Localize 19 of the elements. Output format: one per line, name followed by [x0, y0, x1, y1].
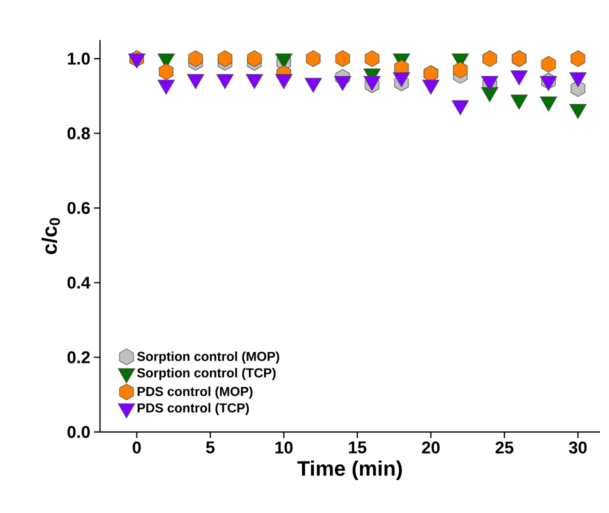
- y-tick-label: 1.0: [68, 52, 90, 65]
- legend-label: Sorption control (TCP): [137, 368, 276, 380]
- y-tick-label: 0.2: [68, 351, 90, 364]
- x-axis-title: Time (min): [297, 460, 402, 480]
- x-tick-label: 20: [422, 442, 440, 454]
- x-tick-label: 15: [348, 442, 366, 454]
- x-tick-label: 0: [132, 442, 141, 454]
- legend-label: PDS control (MOP): [138, 386, 252, 399]
- y-tick-label: 0.6: [68, 202, 90, 214]
- y-tick-label: 0.4: [68, 276, 90, 289]
- legend-label: PDS control (TCP): [138, 402, 249, 416]
- y-axis-title: c/c$_{0}$: [41, 218, 60, 254]
- y-tick-label: 0.8: [68, 127, 90, 140]
- y-tick-label: 0.0: [68, 426, 90, 438]
- x-tick-label: 10: [275, 442, 293, 454]
- x-tick-label: 30: [568, 442, 587, 454]
- x-tick-label: 25: [496, 442, 514, 454]
- x-tick-label: 5: [206, 442, 215, 454]
- legend-label: Sorption control (MOP): [137, 351, 280, 364]
